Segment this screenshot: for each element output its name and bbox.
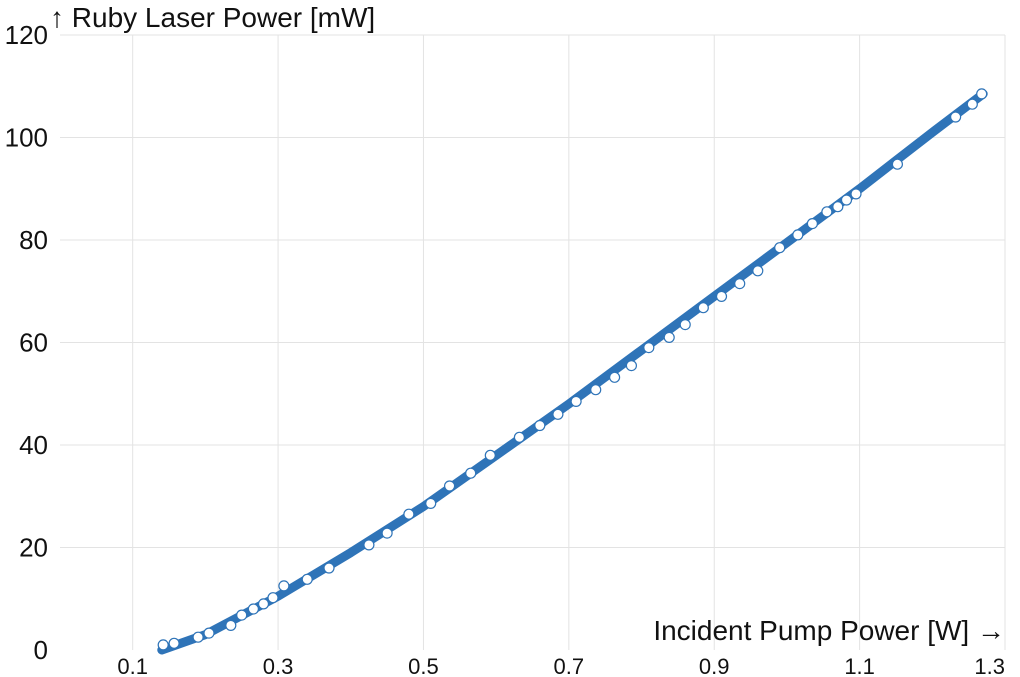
x-axis-title: Incident Pump Power [W] →	[653, 615, 1005, 646]
x-tick-label: 1.3	[974, 654, 1005, 677]
data-point	[715, 290, 728, 302]
data-point	[976, 88, 988, 100]
y-tick-label: 60	[19, 328, 48, 358]
data-point	[247, 603, 259, 615]
data-point	[465, 467, 477, 479]
data-point	[774, 242, 786, 254]
data-point	[168, 637, 180, 649]
data-point	[643, 342, 655, 354]
data-point	[752, 265, 764, 277]
data-point	[552, 408, 564, 420]
x-tick-label: 0.5	[408, 654, 439, 677]
data-point	[821, 206, 833, 218]
data-point	[806, 218, 819, 230]
data-point	[192, 631, 204, 643]
data-point	[403, 508, 415, 520]
data-point	[484, 449, 496, 461]
data-point	[323, 562, 335, 574]
y-tick-label: 100	[5, 123, 48, 153]
data-point	[792, 229, 804, 241]
x-tick-label: 1.1	[844, 654, 875, 677]
data-point	[381, 527, 393, 539]
data-point	[850, 188, 862, 200]
data-point	[734, 278, 746, 290]
data-point	[966, 98, 978, 110]
data-point	[679, 319, 691, 331]
data-point	[697, 302, 709, 314]
x-tick-label: 0.7	[554, 654, 585, 677]
data-point	[301, 573, 313, 585]
y-tick-label: 80	[19, 225, 48, 255]
data-point	[513, 431, 526, 443]
data-point	[278, 580, 290, 592]
x-tick-label: 0.9	[699, 654, 730, 677]
y-tick-label: 0	[34, 635, 48, 665]
data-point	[157, 639, 169, 651]
data-point	[840, 194, 853, 206]
data-point	[949, 111, 962, 123]
x-tick-labels: 0.1 0.3 0.5 0.7 0.9 1.1 1.3	[117, 654, 1005, 677]
data-point	[570, 395, 582, 407]
data-point	[203, 627, 215, 639]
data-point	[425, 497, 437, 509]
data-point	[236, 609, 248, 621]
x-tick-label: 0.3	[263, 654, 294, 677]
data-point	[267, 592, 279, 604]
data-point	[225, 619, 237, 632]
data-point	[625, 360, 638, 372]
data-point	[257, 598, 270, 610]
data-point	[363, 539, 375, 551]
grid	[60, 34, 1006, 650]
data-point	[663, 331, 675, 343]
data-point	[590, 384, 602, 396]
data-point	[444, 480, 456, 492]
y-tick-label: 120	[5, 20, 48, 50]
data-point	[891, 158, 904, 170]
y-tick-labels: 0 20 40 60 80 100 120	[5, 20, 48, 665]
data-point	[608, 371, 621, 383]
y-tick-label: 40	[19, 430, 48, 460]
x-tick-label: 0.1	[117, 654, 148, 677]
data-point	[534, 419, 546, 432]
y-axis-title: ↑ Ruby Laser Power [mW]	[50, 2, 375, 33]
y-tick-label: 20	[19, 533, 48, 563]
data-point	[832, 201, 844, 213]
series-layer	[157, 88, 988, 655]
